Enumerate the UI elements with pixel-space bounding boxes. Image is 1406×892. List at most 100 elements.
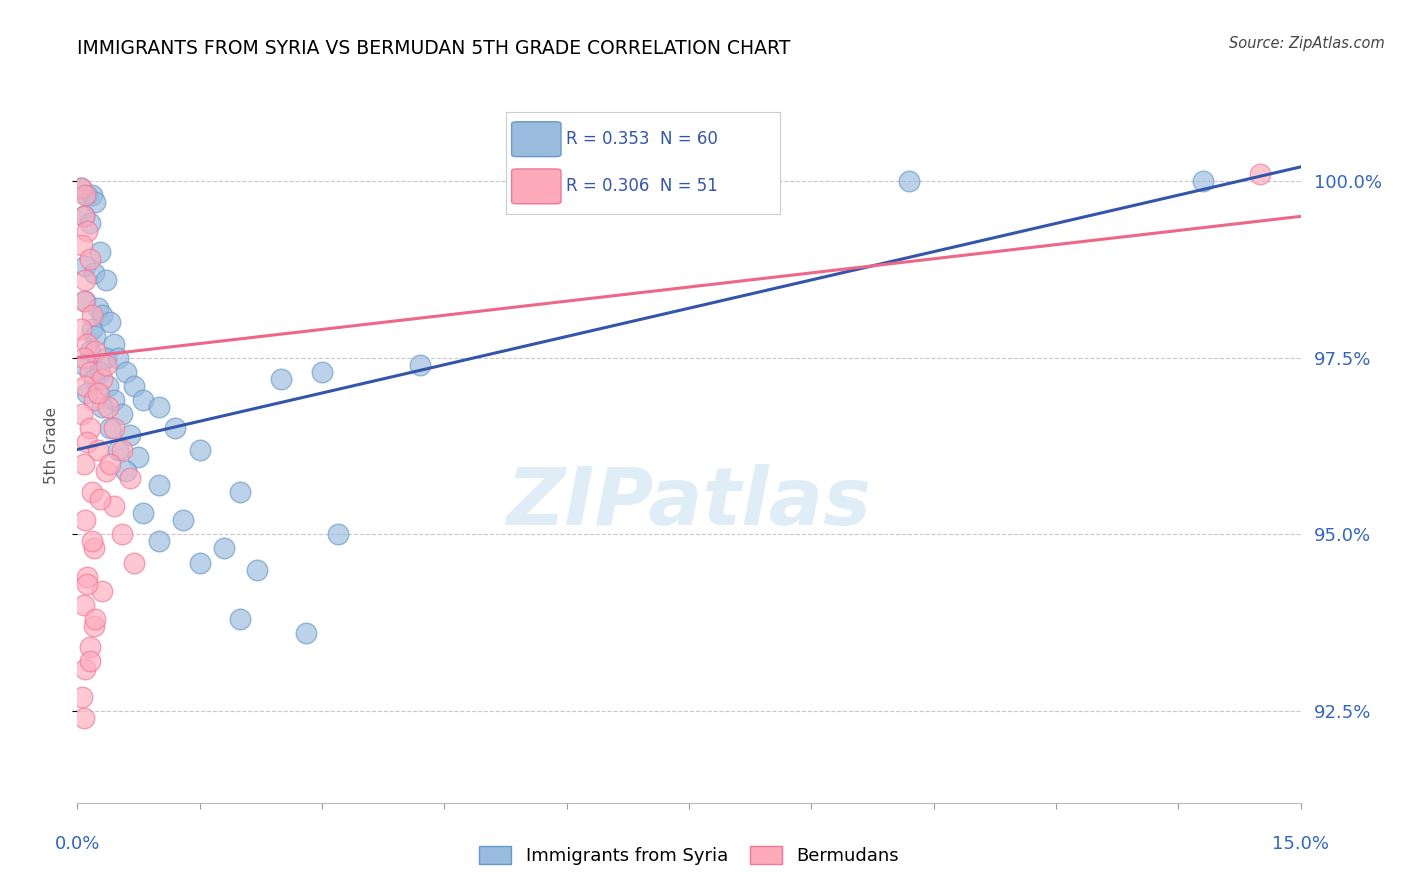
Point: [83, 619, 105, 633]
Point: [73, 210, 96, 224]
Point: [70, 407, 93, 421]
Point: [111, 442, 134, 457]
Point: [79, 655, 101, 669]
Point: [1191, 174, 1213, 188]
Point: [87, 301, 110, 316]
Point: [94, 351, 117, 365]
Point: [80, 534, 103, 549]
Point: [79, 365, 101, 379]
Point: [120, 428, 142, 442]
Point: [90, 400, 112, 414]
Point: [83, 266, 105, 280]
Point: [98, 457, 121, 471]
Point: [87, 386, 110, 401]
Point: [229, 612, 252, 626]
Point: [73, 358, 96, 372]
Point: [70, 181, 93, 195]
Point: [90, 308, 112, 322]
Point: [75, 513, 97, 527]
Point: [83, 372, 105, 386]
Point: [83, 393, 105, 408]
Point: [90, 583, 112, 598]
Point: [90, 372, 112, 386]
Point: [76, 576, 98, 591]
Point: [131, 393, 153, 408]
Point: [107, 351, 129, 365]
Point: [89, 244, 111, 259]
Text: Source: ZipAtlas.com: Source: ZipAtlas.com: [1229, 36, 1385, 51]
Point: [98, 421, 121, 435]
Point: [128, 450, 150, 464]
Point: [73, 457, 96, 471]
Point: [98, 315, 121, 329]
Point: [75, 294, 97, 309]
Text: R = 0.353  N = 60: R = 0.353 N = 60: [567, 130, 718, 148]
Point: [70, 237, 93, 252]
Point: [87, 442, 110, 457]
Point: [103, 393, 125, 408]
Text: 0.0%: 0.0%: [55, 835, 100, 853]
Point: [165, 421, 187, 435]
Y-axis label: 5th Grade: 5th Grade: [44, 408, 59, 484]
Point: [84, 195, 107, 210]
Point: [229, 484, 252, 499]
Point: [212, 541, 235, 556]
Point: [131, 506, 153, 520]
Point: [70, 690, 93, 704]
Point: [76, 336, 98, 351]
Point: [409, 358, 432, 372]
Point: [97, 379, 120, 393]
Point: [115, 464, 138, 478]
Point: [80, 308, 103, 322]
Point: [70, 322, 93, 336]
Point: [70, 181, 93, 195]
Point: [898, 174, 921, 188]
Point: [124, 379, 146, 393]
Point: [107, 442, 129, 457]
Point: [84, 343, 107, 358]
Point: [111, 407, 134, 421]
Point: [148, 478, 170, 492]
Point: [1249, 167, 1271, 181]
Point: [73, 351, 96, 365]
Point: [124, 556, 146, 570]
Point: [120, 471, 142, 485]
Point: [89, 491, 111, 506]
Point: [76, 386, 98, 401]
Point: [75, 662, 97, 676]
Point: [79, 252, 101, 266]
Point: [80, 484, 103, 499]
Point: [89, 365, 111, 379]
Point: [80, 322, 103, 336]
Point: [76, 223, 98, 237]
Point: [172, 513, 194, 527]
Point: [94, 464, 117, 478]
Point: [73, 210, 96, 224]
Point: [270, 372, 292, 386]
Point: [111, 527, 134, 541]
Point: [79, 343, 101, 358]
Point: [103, 499, 125, 513]
Point: [84, 329, 107, 343]
Point: [148, 534, 170, 549]
Point: [188, 442, 211, 457]
Point: [311, 365, 333, 379]
Point: [103, 336, 125, 351]
Text: ZIPatlas: ZIPatlas: [506, 464, 872, 542]
Point: [294, 626, 316, 640]
Point: [83, 541, 105, 556]
Text: R = 0.306  N = 51: R = 0.306 N = 51: [567, 178, 718, 195]
Point: [79, 216, 101, 230]
Point: [76, 435, 98, 450]
Point: [79, 640, 101, 655]
Point: [75, 259, 97, 273]
Point: [94, 273, 117, 287]
Point: [94, 358, 117, 372]
Point: [80, 188, 103, 202]
Text: IMMIGRANTS FROM SYRIA VS BERMUDAN 5TH GRADE CORRELATION CHART: IMMIGRANTS FROM SYRIA VS BERMUDAN 5TH GR…: [77, 39, 790, 58]
Point: [246, 563, 269, 577]
Point: [75, 379, 97, 393]
Point: [76, 188, 98, 202]
Text: 15.0%: 15.0%: [1272, 835, 1329, 853]
FancyBboxPatch shape: [512, 169, 561, 204]
